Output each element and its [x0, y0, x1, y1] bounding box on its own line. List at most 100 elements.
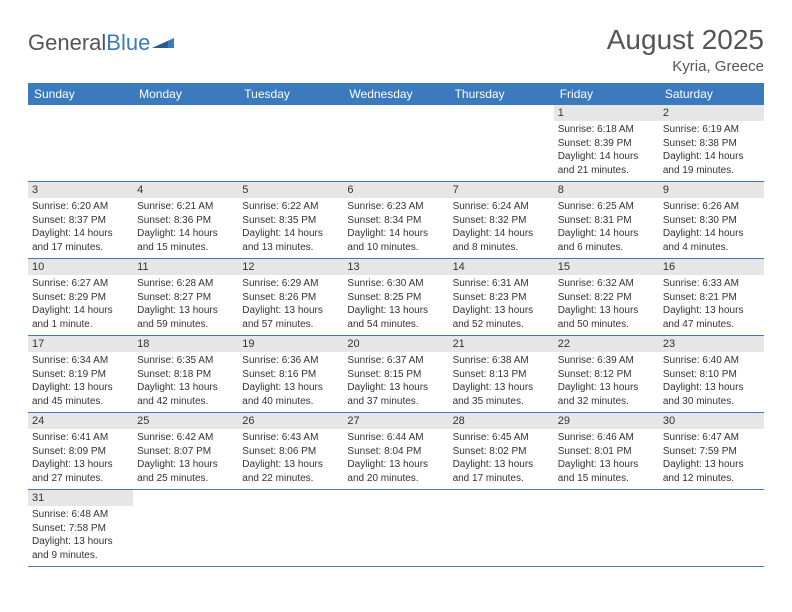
sunset-text: Sunset: 8:06 PM: [242, 445, 339, 459]
sunrise-text: Sunrise: 6:39 AM: [558, 354, 655, 368]
header: GeneralBlue August 2025 Kyria, Greece: [28, 24, 764, 75]
day-number: 24: [28, 413, 133, 429]
day-details: Sunrise: 6:38 AMSunset: 8:13 PMDaylight:…: [449, 352, 554, 412]
title-block: August 2025 Kyria, Greece: [607, 24, 764, 75]
sunset-text: Sunset: 8:34 PM: [347, 214, 444, 228]
sunrise-text: Sunrise: 6:45 AM: [453, 431, 550, 445]
day-details: Sunrise: 6:31 AMSunset: 8:23 PMDaylight:…: [449, 275, 554, 335]
day-number: 30: [659, 413, 764, 429]
sunrise-text: Sunrise: 6:31 AM: [453, 277, 550, 291]
daylight-text: Daylight: 14 hours and 1 minute.: [32, 304, 129, 331]
day-number: 25: [133, 413, 238, 429]
calendar-day-cell: 17Sunrise: 6:34 AMSunset: 8:19 PMDayligh…: [28, 336, 133, 413]
sunset-text: Sunset: 8:39 PM: [558, 137, 655, 151]
daylight-text: Daylight: 13 hours and 22 minutes.: [242, 458, 339, 485]
day-details: Sunrise: 6:47 AMSunset: 7:59 PMDaylight:…: [659, 429, 764, 489]
calendar-day-cell: 21Sunrise: 6:38 AMSunset: 8:13 PMDayligh…: [449, 336, 554, 413]
sunrise-text: Sunrise: 6:23 AM: [347, 200, 444, 214]
day-details: Sunrise: 6:20 AMSunset: 8:37 PMDaylight:…: [28, 198, 133, 258]
sunset-text: Sunset: 8:32 PM: [453, 214, 550, 228]
sunset-text: Sunset: 8:31 PM: [558, 214, 655, 228]
daylight-text: Daylight: 13 hours and 40 minutes.: [242, 381, 339, 408]
daylight-text: Daylight: 13 hours and 50 minutes.: [558, 304, 655, 331]
day-details: Sunrise: 6:19 AMSunset: 8:38 PMDaylight:…: [659, 121, 764, 181]
daylight-text: Daylight: 13 hours and 17 minutes.: [453, 458, 550, 485]
calendar-day-cell: 2Sunrise: 6:19 AMSunset: 8:38 PMDaylight…: [659, 105, 764, 182]
calendar-week-row: 3Sunrise: 6:20 AMSunset: 8:37 PMDaylight…: [28, 182, 764, 259]
sunrise-text: Sunrise: 6:42 AM: [137, 431, 234, 445]
day-number: 8: [554, 182, 659, 198]
daylight-text: Daylight: 14 hours and 21 minutes.: [558, 150, 655, 177]
calendar-day-cell: [28, 105, 133, 182]
calendar-day-cell: [554, 490, 659, 567]
calendar-day-cell: [133, 490, 238, 567]
calendar-day-cell: 11Sunrise: 6:28 AMSunset: 8:27 PMDayligh…: [133, 259, 238, 336]
calendar-week-row: 31Sunrise: 6:48 AMSunset: 7:58 PMDayligh…: [28, 490, 764, 567]
calendar-day-cell: 3Sunrise: 6:20 AMSunset: 8:37 PMDaylight…: [28, 182, 133, 259]
day-number: 28: [449, 413, 554, 429]
sunrise-text: Sunrise: 6:27 AM: [32, 277, 129, 291]
day-number: 18: [133, 336, 238, 352]
weekday-header: Wednesday: [343, 83, 448, 105]
day-number: 29: [554, 413, 659, 429]
sunset-text: Sunset: 8:21 PM: [663, 291, 760, 305]
calendar-day-cell: 6Sunrise: 6:23 AMSunset: 8:34 PMDaylight…: [343, 182, 448, 259]
sunset-text: Sunset: 8:10 PM: [663, 368, 760, 382]
day-details: Sunrise: 6:40 AMSunset: 8:10 PMDaylight:…: [659, 352, 764, 412]
sunrise-text: Sunrise: 6:41 AM: [32, 431, 129, 445]
daylight-text: Daylight: 13 hours and 20 minutes.: [347, 458, 444, 485]
calendar-day-cell: 26Sunrise: 6:43 AMSunset: 8:06 PMDayligh…: [238, 413, 343, 490]
calendar-day-cell: 13Sunrise: 6:30 AMSunset: 8:25 PMDayligh…: [343, 259, 448, 336]
calendar-week-row: 10Sunrise: 6:27 AMSunset: 8:29 PMDayligh…: [28, 259, 764, 336]
day-number: 12: [238, 259, 343, 275]
day-number: 16: [659, 259, 764, 275]
calendar-day-cell: [343, 105, 448, 182]
daylight-text: Daylight: 14 hours and 13 minutes.: [242, 227, 339, 254]
day-number: 23: [659, 336, 764, 352]
day-details: Sunrise: 6:36 AMSunset: 8:16 PMDaylight:…: [238, 352, 343, 412]
day-details: Sunrise: 6:28 AMSunset: 8:27 PMDaylight:…: [133, 275, 238, 335]
calendar-day-cell: 10Sunrise: 6:27 AMSunset: 8:29 PMDayligh…: [28, 259, 133, 336]
sunset-text: Sunset: 8:13 PM: [453, 368, 550, 382]
daylight-text: Daylight: 13 hours and 27 minutes.: [32, 458, 129, 485]
sunset-text: Sunset: 8:07 PM: [137, 445, 234, 459]
daylight-text: Daylight: 14 hours and 17 minutes.: [32, 227, 129, 254]
daylight-text: Daylight: 14 hours and 15 minutes.: [137, 227, 234, 254]
calendar-day-cell: 8Sunrise: 6:25 AMSunset: 8:31 PMDaylight…: [554, 182, 659, 259]
daylight-text: Daylight: 13 hours and 42 minutes.: [137, 381, 234, 408]
sunrise-text: Sunrise: 6:19 AM: [663, 123, 760, 137]
sunset-text: Sunset: 8:30 PM: [663, 214, 760, 228]
day-details: Sunrise: 6:33 AMSunset: 8:21 PMDaylight:…: [659, 275, 764, 335]
daylight-text: Daylight: 13 hours and 15 minutes.: [558, 458, 655, 485]
sunrise-text: Sunrise: 6:25 AM: [558, 200, 655, 214]
brand-logo: GeneralBlue: [28, 30, 174, 56]
sunrise-text: Sunrise: 6:34 AM: [32, 354, 129, 368]
day-details: Sunrise: 6:25 AMSunset: 8:31 PMDaylight:…: [554, 198, 659, 258]
calendar-day-cell: 12Sunrise: 6:29 AMSunset: 8:26 PMDayligh…: [238, 259, 343, 336]
sunrise-text: Sunrise: 6:26 AM: [663, 200, 760, 214]
sunrise-text: Sunrise: 6:46 AM: [558, 431, 655, 445]
sunset-text: Sunset: 8:27 PM: [137, 291, 234, 305]
day-number: 31: [28, 490, 133, 506]
sunset-text: Sunset: 8:04 PM: [347, 445, 444, 459]
sunrise-text: Sunrise: 6:33 AM: [663, 277, 760, 291]
location-label: Kyria, Greece: [607, 58, 764, 75]
daylight-text: Daylight: 14 hours and 4 minutes.: [663, 227, 760, 254]
sunrise-text: Sunrise: 6:36 AM: [242, 354, 339, 368]
daylight-text: Daylight: 13 hours and 57 minutes.: [242, 304, 339, 331]
sunset-text: Sunset: 8:19 PM: [32, 368, 129, 382]
daylight-text: Daylight: 13 hours and 37 minutes.: [347, 381, 444, 408]
weekday-header: Tuesday: [238, 83, 343, 105]
sunrise-text: Sunrise: 6:38 AM: [453, 354, 550, 368]
day-number: 2: [659, 105, 764, 121]
calendar-day-cell: [449, 105, 554, 182]
sunrise-text: Sunrise: 6:43 AM: [242, 431, 339, 445]
sunset-text: Sunset: 8:36 PM: [137, 214, 234, 228]
sunrise-text: Sunrise: 6:32 AM: [558, 277, 655, 291]
sunrise-text: Sunrise: 6:30 AM: [347, 277, 444, 291]
day-details: Sunrise: 6:46 AMSunset: 8:01 PMDaylight:…: [554, 429, 659, 489]
flag-icon: [152, 32, 174, 48]
sunset-text: Sunset: 7:58 PM: [32, 522, 129, 536]
calendar-day-cell: 14Sunrise: 6:31 AMSunset: 8:23 PMDayligh…: [449, 259, 554, 336]
weekday-header: Monday: [133, 83, 238, 105]
